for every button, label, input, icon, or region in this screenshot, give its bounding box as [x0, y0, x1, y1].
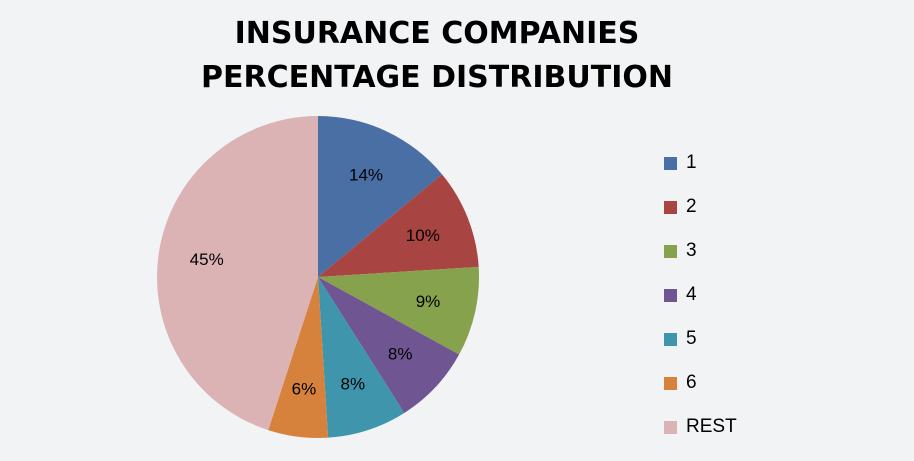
slice-label-2: 10% [406, 226, 440, 245]
slice-label-1: 14% [349, 166, 383, 185]
pie-slice-4 [318, 277, 460, 413]
legend-swatch [664, 156, 677, 170]
pie-slice-3 [318, 266, 479, 355]
chart-title-line-2: PERCENTAGE DISTRIBUTION [201, 60, 673, 95]
slice-label-3: 9% [416, 292, 441, 311]
pie-slice-rest [157, 116, 318, 431]
pie-slice-1 [318, 115, 443, 277]
legend-label: 2 [686, 196, 697, 217]
slice-label-5: 8% [341, 375, 366, 394]
slice-label-rest: 45% [190, 250, 224, 269]
legend-item-rest: REST [664, 405, 737, 449]
slice-label-4: 8% [388, 345, 413, 364]
pie-slice-2 [318, 174, 479, 277]
legend-item-4: 4 [664, 273, 737, 317]
legend-swatch [664, 200, 677, 214]
legend-swatch [664, 244, 677, 258]
legend-label: 6 [686, 372, 697, 393]
legend: 1 2 3 4 5 6 REST [664, 141, 737, 449]
legend-label: 3 [686, 240, 697, 261]
legend-label: REST [686, 416, 737, 437]
legend-item-6: 6 [664, 361, 737, 405]
legend-label: 4 [686, 284, 697, 305]
chart-title-line-1: INSURANCE COMPANIES [234, 16, 640, 51]
legend-item-2: 2 [664, 185, 737, 229]
slice-label-6: 6% [292, 379, 317, 398]
legend-swatch [664, 288, 677, 302]
legend-swatch [664, 332, 677, 346]
legend-swatch [664, 376, 677, 390]
legend-item-5: 5 [664, 317, 737, 361]
legend-item-3: 3 [664, 229, 737, 273]
legend-label: 5 [686, 328, 697, 349]
pie-slice-5 [318, 277, 405, 438]
chart-title: INSURANCE COMPANIES PERCENTAGE DISTRIBUT… [0, 12, 874, 100]
legend-item-1: 1 [664, 141, 737, 185]
pie-slice-6 [268, 277, 329, 438]
legend-swatch [664, 420, 677, 434]
legend-label: 1 [686, 152, 697, 173]
